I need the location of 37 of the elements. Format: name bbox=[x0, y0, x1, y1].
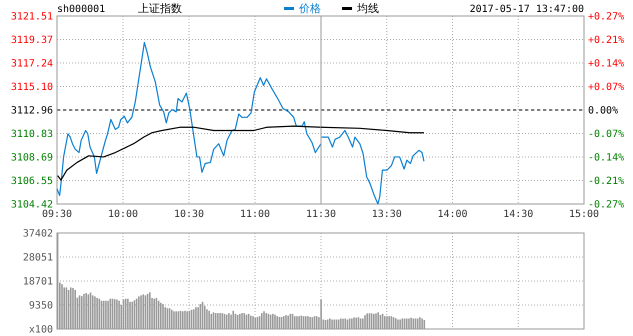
x-tick-label: 11:30 bbox=[306, 209, 336, 220]
text: -0.14% bbox=[588, 152, 624, 164]
y-tick-label: 18701 bbox=[22, 276, 53, 288]
text: 2017-05-17 13:47:00 bbox=[470, 4, 584, 15]
x-tick-label: 10:00 bbox=[108, 209, 138, 220]
x-tick-label: 15:00 bbox=[568, 209, 600, 220]
x-tick-label: 14:00 bbox=[437, 209, 468, 220]
y-tick-label: 3104.42 bbox=[10, 200, 53, 210]
x-tick-label: 10:30 bbox=[174, 209, 204, 220]
text: sh000001 bbox=[57, 4, 106, 15]
text: -0.27% bbox=[588, 200, 624, 210]
text: -0.07% bbox=[588, 129, 624, 140]
y-tick-label: 9350 bbox=[28, 300, 53, 312]
y-tick-label: 28051 bbox=[22, 252, 53, 264]
legend-label: 价格 bbox=[298, 2, 322, 15]
chart-title: 上证指数 bbox=[138, 2, 182, 15]
y-tick-label: x100 bbox=[28, 324, 53, 336]
y-tick-label: 37402 bbox=[22, 228, 53, 240]
text: +0.14% bbox=[588, 58, 624, 70]
text: 0.00% bbox=[588, 106, 618, 116]
y-tick-label: 3110.83 bbox=[10, 128, 53, 140]
y-tick-label: 3106.55 bbox=[10, 176, 53, 188]
x-tick-label: 13:30 bbox=[372, 209, 402, 220]
y-tick-label: 3119.37 bbox=[10, 35, 53, 46]
text: -0.21% bbox=[588, 176, 624, 187]
text: +0.07% bbox=[588, 82, 624, 93]
text: +0.27% bbox=[588, 12, 624, 22]
y-tick-label: 3121.51 bbox=[10, 12, 53, 22]
x-tick-label: 09:30 bbox=[42, 209, 72, 220]
y-tick-label: 3115.10 bbox=[10, 82, 53, 94]
text: +0.21% bbox=[588, 35, 624, 46]
x-tick-label: 11:00 bbox=[240, 209, 270, 220]
y-tick-label: 3117.24 bbox=[10, 58, 53, 70]
y-tick-label: 3108.69 bbox=[10, 152, 53, 164]
x-tick-label: 14:30 bbox=[503, 209, 534, 220]
legend-label: 均线 bbox=[356, 2, 380, 15]
y-tick-label: 3112.96 bbox=[10, 106, 53, 117]
